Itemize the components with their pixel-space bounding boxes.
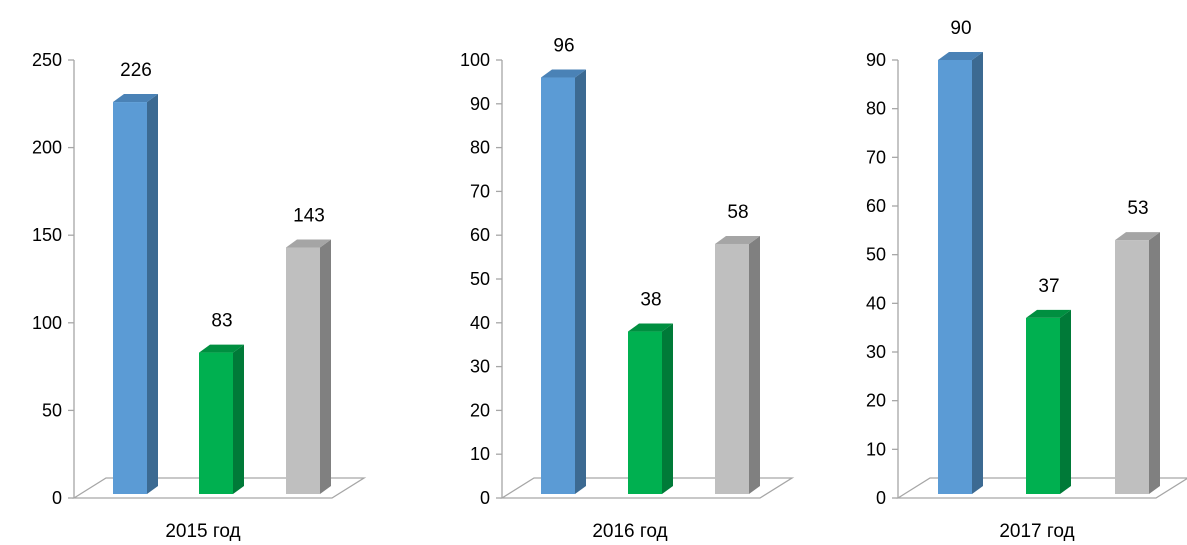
bar xyxy=(541,77,575,495)
x-axis-label: 2015 год xyxy=(165,521,240,542)
chart-panel-2016: 0 10 20 30 40 50 60 70 80 90 100 96 38 58 2016 год xyxy=(460,36,795,542)
data-label: 96 xyxy=(553,36,574,57)
bar-side-face xyxy=(662,323,673,494)
data-label: 53 xyxy=(1127,198,1148,219)
bar xyxy=(628,331,662,494)
bar xyxy=(715,243,749,494)
bar-top-face xyxy=(199,344,244,353)
bar-top-face xyxy=(286,239,331,248)
y-tick-label: 30 xyxy=(470,357,490,377)
bar-side-face xyxy=(233,344,244,494)
y-tick-label: 0 xyxy=(52,488,62,508)
y-tick-label: 30 xyxy=(866,342,886,362)
chart-panel-2017: 0 10 20 30 40 50 60 70 80 90 90 37 53 2017 год xyxy=(866,18,1187,542)
data-label: 90 xyxy=(950,18,971,39)
bar-side-face xyxy=(972,52,983,494)
y-tick-label: 70 xyxy=(470,181,490,201)
chart-floor xyxy=(499,477,795,499)
bar-top-face xyxy=(113,94,158,103)
data-label: 37 xyxy=(1038,276,1059,297)
y-tick-label: 150 xyxy=(32,225,62,245)
bar-side-face xyxy=(1149,232,1160,495)
y-tick-label: 250 xyxy=(32,50,62,70)
x-axis-label: 2016 год xyxy=(592,521,667,542)
bar-side-face xyxy=(147,94,158,494)
y-tick-label: 100 xyxy=(460,50,490,70)
bar xyxy=(286,247,320,494)
bar-top-face xyxy=(541,69,586,78)
data-label: 143 xyxy=(293,205,325,226)
y-tick-label: 0 xyxy=(480,488,490,508)
chart-panel-2015: 0 50 100 150 200 250 226 83 143 2015 год xyxy=(32,50,367,542)
bar-top-face xyxy=(1115,232,1160,241)
bar xyxy=(199,352,233,494)
bar-side-face xyxy=(749,235,760,494)
y-tick-label: 70 xyxy=(866,147,886,167)
bar xyxy=(1026,317,1060,494)
y-tick-label: 10 xyxy=(470,444,490,464)
bar-side-face xyxy=(575,69,586,495)
y-tick-label: 200 xyxy=(32,138,62,158)
bar xyxy=(1115,240,1149,494)
y-tick-label: 10 xyxy=(866,439,886,459)
chart-floor xyxy=(71,477,367,499)
y-tick-label: 90 xyxy=(470,94,490,114)
y-tick-label: 80 xyxy=(470,138,490,158)
data-label: 226 xyxy=(120,60,152,81)
data-label: 58 xyxy=(727,202,748,223)
bar-side-face xyxy=(1060,309,1071,494)
bar-side-face xyxy=(320,239,331,494)
bar-top-face xyxy=(938,52,983,60)
y-tick-label: 50 xyxy=(866,245,886,265)
bar-top-face xyxy=(628,323,673,332)
y-tick-label: 20 xyxy=(866,391,886,411)
bar-top-face xyxy=(1026,309,1071,318)
y-tick-label: 100 xyxy=(32,313,62,333)
y-tick-label: 0 xyxy=(876,488,886,508)
x-axis-label: 2017 год xyxy=(999,521,1074,542)
bar xyxy=(938,60,972,494)
y-tick-label: 60 xyxy=(866,196,886,216)
y-tick-label: 80 xyxy=(866,99,886,119)
chart-floor xyxy=(895,477,1187,499)
data-label: 38 xyxy=(640,290,661,311)
bar-top-face xyxy=(715,235,760,244)
y-tick-label: 50 xyxy=(470,269,490,289)
bar xyxy=(113,102,147,494)
data-label: 83 xyxy=(211,311,232,332)
y-tick-label: 60 xyxy=(470,225,490,245)
y-tick-label: 90 xyxy=(866,50,886,70)
y-tick-label: 40 xyxy=(866,293,886,313)
y-tick-label: 40 xyxy=(470,313,490,333)
y-tick-label: 50 xyxy=(42,400,62,420)
y-tick-label: 20 xyxy=(470,400,490,420)
